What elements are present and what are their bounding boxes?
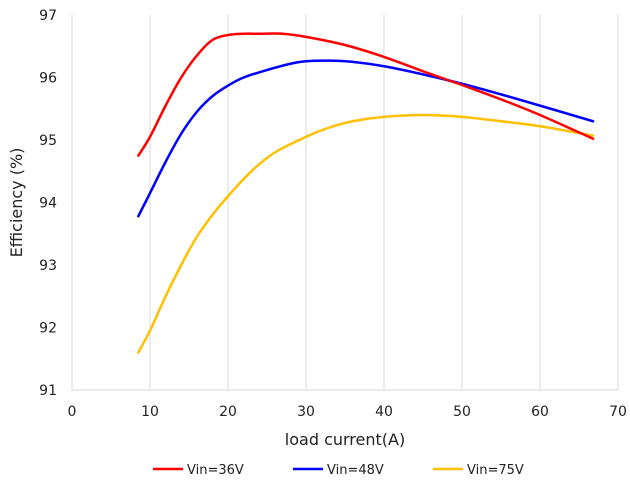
legend-item: Vin=36V xyxy=(153,463,244,478)
y-tick-label: 95 xyxy=(39,133,57,149)
series-line-2 xyxy=(137,59,595,218)
y-tick-label: 92 xyxy=(39,321,57,337)
legend-label: Vin=36V xyxy=(187,463,244,478)
x-tick-label: 0 xyxy=(68,404,77,420)
legend-item: Vin=48V xyxy=(293,463,384,478)
y-tick-label: 97 xyxy=(39,8,57,24)
x-tick-label: 60 xyxy=(531,404,549,420)
series-line-3 xyxy=(137,113,595,354)
y-tick-label: 91 xyxy=(39,383,57,399)
legend: Vin=36V Vin=48V Vin=75V xyxy=(153,463,524,478)
x-tick-label: 20 xyxy=(219,404,237,420)
x-tick-label: 10 xyxy=(141,404,159,420)
axes xyxy=(71,15,618,391)
y-tick-label: 96 xyxy=(39,71,57,87)
legend-label: Vin=48V xyxy=(327,463,384,478)
x-tick-label: 70 xyxy=(609,404,627,420)
tick-labels: 0 10 20 30 40 50 60 70 91 92 93 94 95 96 97 xyxy=(39,8,627,420)
legend-label: Vin=75V xyxy=(467,463,524,478)
x-tick-label: 50 xyxy=(453,404,471,420)
x-tick-label: 30 xyxy=(297,404,315,420)
grid-lines xyxy=(149,15,619,390)
x-axis-title: load current(A) xyxy=(285,430,405,449)
x-tick-label: 40 xyxy=(375,404,393,420)
y-tick-label: 94 xyxy=(39,196,57,212)
y-tick-label: 93 xyxy=(39,258,57,274)
series-lines xyxy=(137,32,595,354)
legend-item: Vin=75V xyxy=(433,463,524,478)
series-line-1 xyxy=(137,32,595,157)
y-axis-title: Efficiency (%) xyxy=(7,148,26,258)
